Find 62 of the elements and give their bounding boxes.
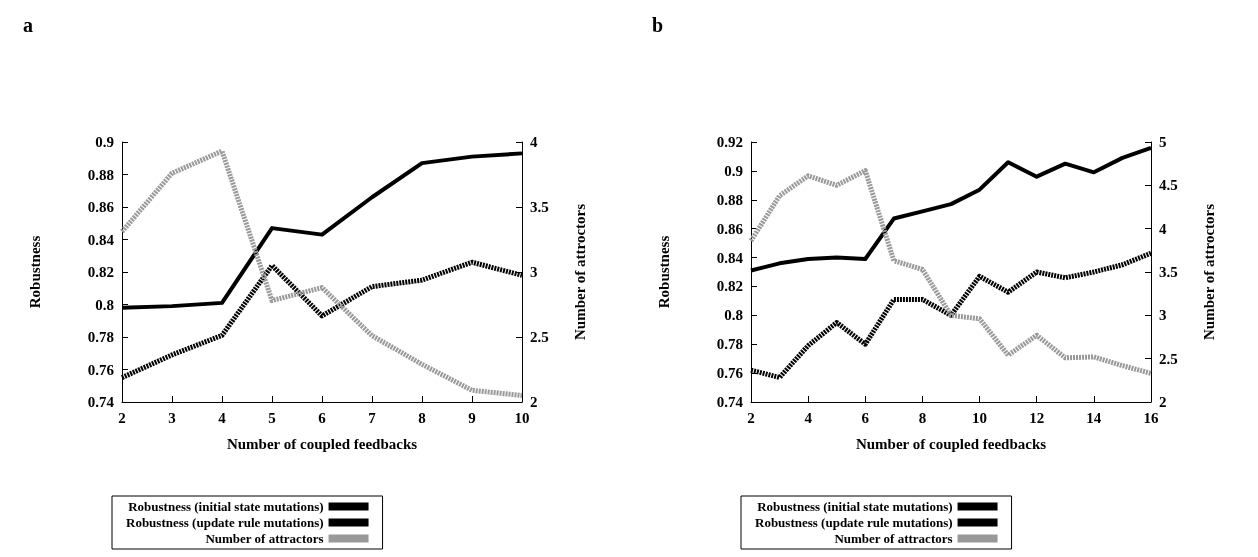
x-tick-label: 6 — [318, 409, 327, 426]
y2-tick-label: 2 — [530, 394, 538, 410]
y-tick-label: 0.84 — [716, 249, 744, 266]
x-tick-label: 5 — [268, 409, 276, 426]
x-tick-label: 16 — [1143, 409, 1159, 426]
legend-label: Robustness (initial state mutations) — [757, 499, 953, 514]
x-tick-label: 8 — [918, 409, 927, 426]
y-tick-label: 0.86 — [87, 199, 115, 215]
y-tick-label: 0.78 — [716, 336, 743, 353]
y-tick-label: 0.88 — [87, 166, 114, 183]
chart-title: b — [652, 14, 664, 36]
y-tick-label: 0.84 — [87, 231, 115, 248]
y2-tick-label: 4.5 — [1159, 177, 1178, 194]
y2-tick-label: 3 — [530, 264, 538, 280]
y2-tick-label: 2 — [1159, 394, 1167, 410]
legend-label: Robustness (update rule mutations) — [125, 515, 324, 530]
chart-title: a — [23, 14, 33, 36]
x-tick-label: 4 — [218, 409, 227, 426]
x-tick-label: 10 — [972, 409, 988, 426]
y-tick-label: 0.92 — [716, 134, 743, 150]
y-tick-label: 0.8 — [724, 307, 743, 324]
y-tick-label: 0.78 — [87, 329, 114, 345]
y2-axis-title: Number of attroctors — [1200, 203, 1217, 341]
y2-axis-title: Number of attroctors — [571, 203, 588, 341]
x-tick-label: 8 — [418, 409, 426, 426]
y2-tick-label: 2.5 — [530, 329, 549, 345]
y-tick-label: 0.8 — [95, 296, 114, 313]
x-tick-label: 2 — [118, 409, 126, 426]
y-tick-label: 0.76 — [716, 365, 744, 382]
y-tick-label: 0.82 — [716, 278, 743, 295]
y2-tick-label: 3.5 — [1159, 264, 1178, 280]
y-tick-label: 0.88 — [716, 191, 743, 208]
y-tick-label: 0.76 — [87, 361, 115, 378]
y-tick-label: 0.86 — [716, 220, 744, 237]
legend-label: Number of attractors — [205, 531, 324, 546]
x-tick-label: 6 — [861, 409, 870, 426]
y2-tick-label: 4 — [530, 134, 538, 150]
x-tick-label: 4 — [804, 409, 813, 426]
x-tick-label: 14 — [1086, 409, 1102, 426]
x-tick-label: 12 — [1029, 409, 1045, 426]
y2-tick-label: 3 — [1159, 307, 1167, 324]
y-tick-label: 0.82 — [87, 264, 114, 280]
x-axis-title: Number of coupled feedbacks — [855, 435, 1047, 452]
y2-tick-label: 3.5 — [530, 199, 549, 215]
legend-label: Robustness (update rule mutations) — [754, 515, 953, 530]
y2-tick-label: 5 — [1159, 134, 1167, 150]
x-tick-label: 2 — [747, 409, 755, 426]
y-tick-label: 0.9 — [724, 162, 743, 179]
y2-tick-label: 4 — [1159, 220, 1167, 237]
x-tick-label: 3 — [168, 409, 176, 426]
y2-tick-label: 2.5 — [1159, 350, 1178, 367]
y-tick-label: 0.74 — [716, 394, 744, 410]
y-tick-label: 0.74 — [87, 394, 115, 410]
legend-label: Robustness (initial state mutations) — [128, 499, 324, 514]
legend-label: Number of attractors — [834, 531, 953, 546]
x-tick-label: 10 — [514, 409, 530, 426]
y-axis-title: Robustness — [26, 235, 43, 309]
y-axis-title: Robustness — [655, 235, 672, 309]
x-axis-title: Number of coupled feedbacks — [226, 435, 418, 452]
x-tick-label: 7 — [368, 409, 377, 426]
y-tick-label: 0.9 — [95, 134, 114, 150]
x-tick-label: 9 — [468, 409, 476, 426]
